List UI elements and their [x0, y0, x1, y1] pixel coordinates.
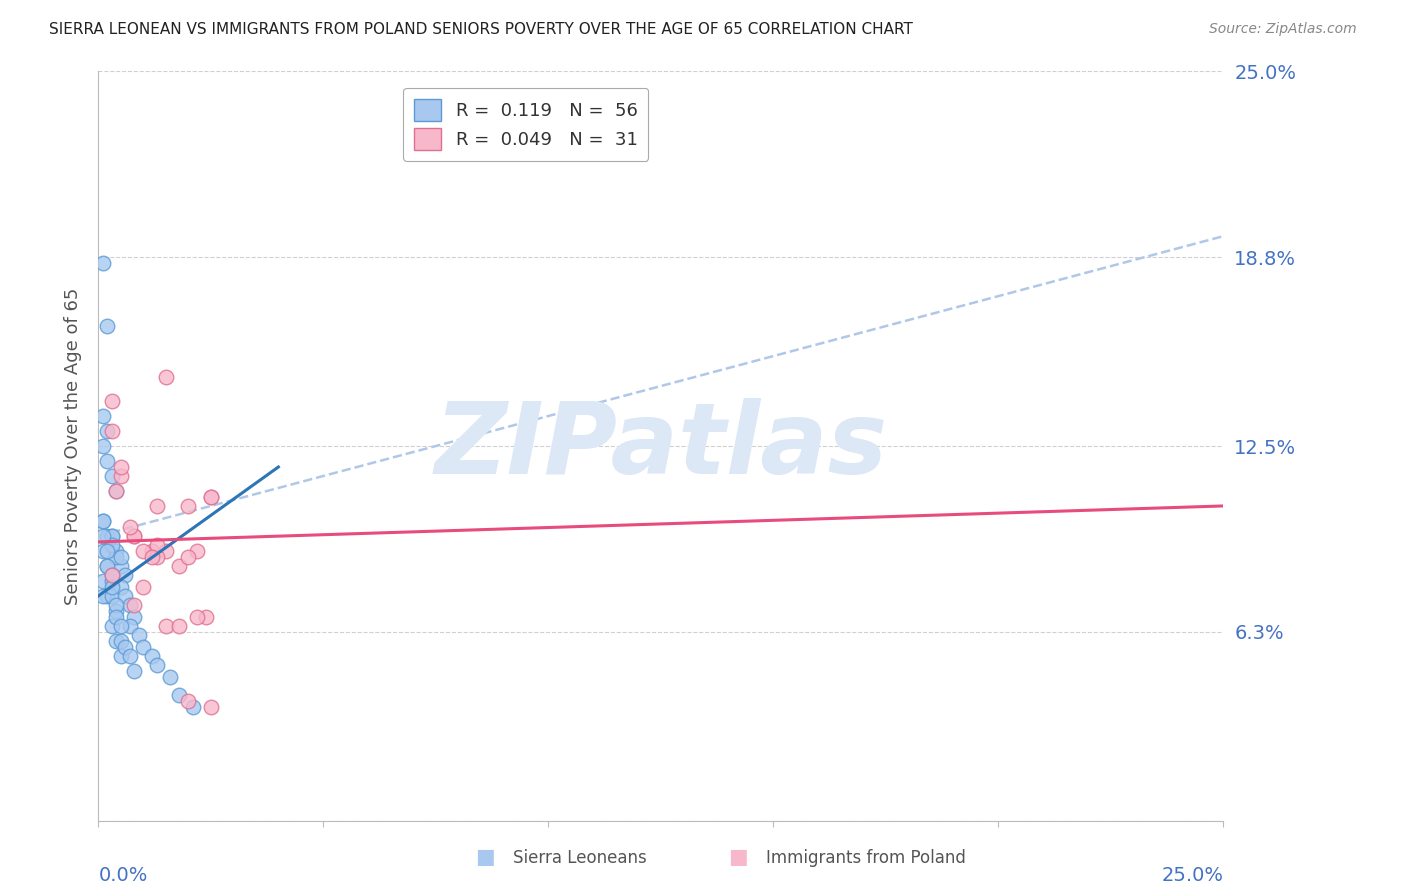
Point	[169, 688, 191, 702]
Point	[91, 514, 114, 528]
Point	[177, 694, 200, 708]
Point	[96, 424, 118, 438]
Legend: R =  0.119   N =  56, R =  0.049   N =  31: R = 0.119 N = 56, R = 0.049 N = 31	[404, 88, 648, 161]
Point	[105, 610, 128, 624]
Point	[101, 580, 124, 594]
Point	[91, 589, 114, 603]
Point	[141, 648, 163, 663]
Point	[132, 640, 155, 654]
Text: ■: ■	[728, 847, 748, 867]
Point	[110, 558, 132, 573]
Text: 0.0%: 0.0%	[98, 865, 148, 885]
Text: ZIPatlas: ZIPatlas	[434, 398, 887, 494]
Point	[146, 499, 169, 513]
Point	[91, 544, 114, 558]
Point	[124, 664, 146, 678]
Point	[110, 549, 132, 564]
Point	[101, 619, 124, 633]
Point	[101, 538, 124, 552]
Point	[101, 424, 124, 438]
Point	[105, 544, 128, 558]
Point	[186, 610, 208, 624]
Point	[124, 610, 146, 624]
Point	[124, 529, 146, 543]
Point	[101, 589, 124, 603]
Text: ■: ■	[475, 847, 495, 867]
Point	[177, 549, 200, 564]
Point	[101, 394, 124, 409]
Point	[110, 580, 132, 594]
Point	[200, 699, 222, 714]
Point	[114, 567, 136, 582]
Point	[132, 580, 155, 594]
Point	[101, 529, 124, 543]
Point	[105, 549, 128, 564]
Point	[91, 256, 114, 270]
Point	[110, 619, 132, 633]
Y-axis label: Seniors Poverty Over the Age of 65: Seniors Poverty Over the Age of 65	[63, 287, 82, 605]
Point	[105, 483, 128, 498]
Point	[155, 370, 177, 384]
Point	[141, 544, 163, 558]
Point	[159, 670, 181, 684]
Point	[91, 439, 114, 453]
Point	[96, 454, 118, 468]
Point	[146, 538, 169, 552]
Point	[118, 598, 141, 612]
Point	[105, 604, 128, 618]
Point	[110, 648, 132, 663]
Point	[124, 529, 146, 543]
Point	[110, 460, 132, 475]
Point	[169, 619, 191, 633]
Point	[155, 619, 177, 633]
Text: Source: ZipAtlas.com: Source: ZipAtlas.com	[1209, 22, 1357, 37]
Point	[200, 490, 222, 504]
Point	[124, 598, 146, 612]
Point	[155, 544, 177, 558]
Point	[105, 633, 128, 648]
Point	[181, 699, 204, 714]
Point	[91, 574, 114, 588]
Point	[110, 633, 132, 648]
Point	[110, 469, 132, 483]
Point	[96, 544, 118, 558]
Point	[91, 409, 114, 423]
Point	[114, 640, 136, 654]
Point	[114, 589, 136, 603]
Point	[132, 544, 155, 558]
Point	[96, 319, 118, 334]
Point	[186, 544, 208, 558]
Point	[96, 558, 118, 573]
Point	[101, 529, 124, 543]
Point	[101, 469, 124, 483]
Point	[96, 589, 118, 603]
Point	[101, 574, 124, 588]
Point	[96, 558, 118, 573]
Point	[118, 619, 141, 633]
Point	[118, 648, 141, 663]
Point	[195, 610, 218, 624]
Text: Immigrants from Poland: Immigrants from Poland	[766, 849, 966, 867]
Point	[169, 558, 191, 573]
Point	[101, 567, 124, 582]
Point	[200, 490, 222, 504]
Point	[105, 598, 128, 612]
Point	[177, 499, 200, 513]
Point	[105, 483, 128, 498]
Text: 25.0%: 25.0%	[1161, 865, 1223, 885]
Point	[101, 567, 124, 582]
Point	[141, 549, 163, 564]
Point	[91, 514, 114, 528]
Point	[146, 549, 169, 564]
Point	[96, 529, 118, 543]
Text: Sierra Leoneans: Sierra Leoneans	[513, 849, 647, 867]
Point	[118, 520, 141, 534]
Point	[146, 657, 169, 672]
Text: SIERRA LEONEAN VS IMMIGRANTS FROM POLAND SENIORS POVERTY OVER THE AGE OF 65 CORR: SIERRA LEONEAN VS IMMIGRANTS FROM POLAND…	[49, 22, 912, 37]
Point	[91, 529, 114, 543]
Point	[128, 628, 150, 642]
